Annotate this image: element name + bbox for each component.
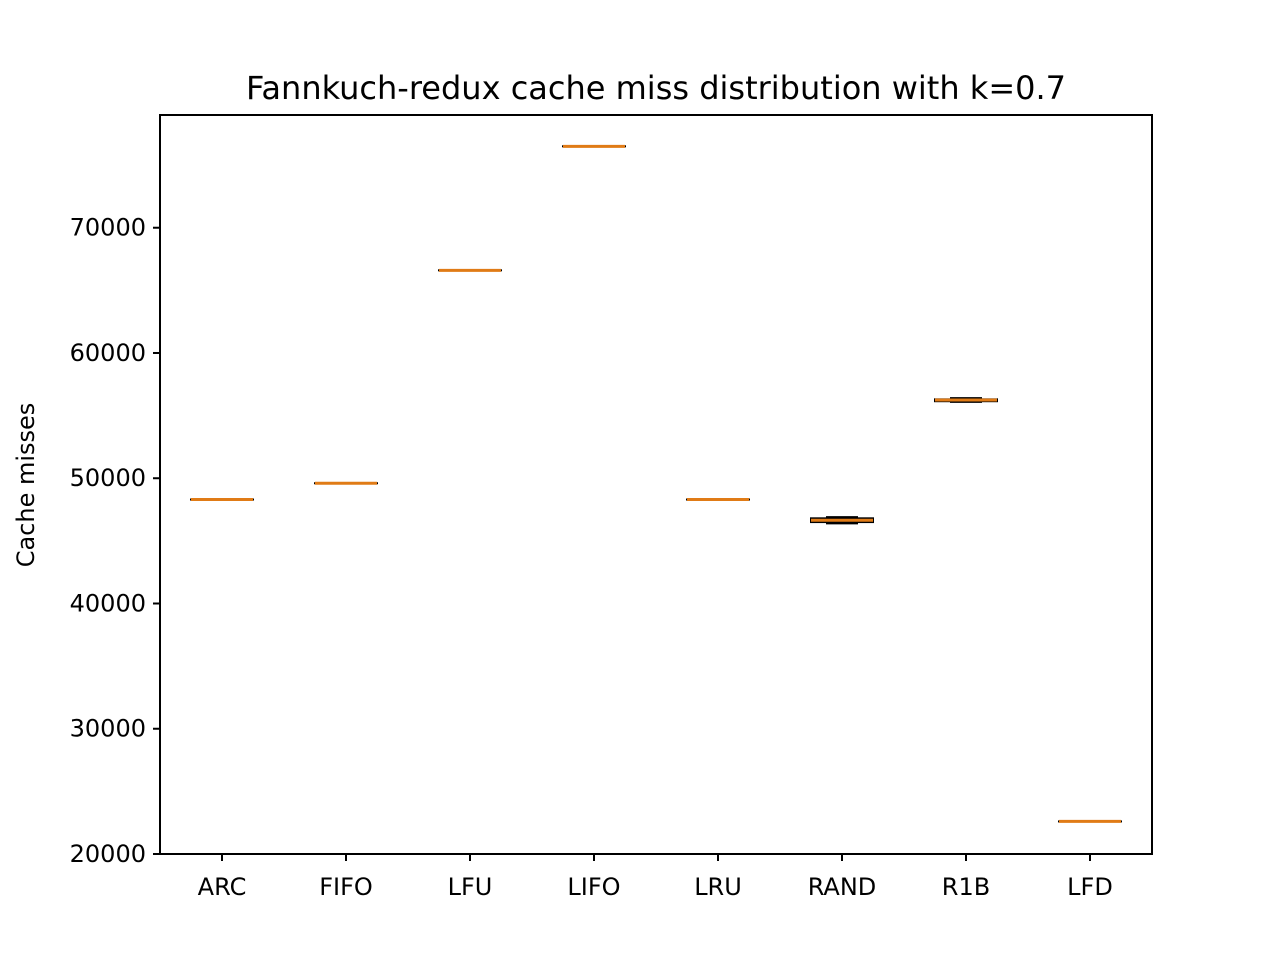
x-tick-label: LRU bbox=[694, 873, 742, 901]
axes-frame bbox=[159, 114, 1153, 855]
y-tick-label: 20000 bbox=[70, 840, 146, 868]
plot-area bbox=[190, 144, 1122, 823]
y-axis-label: Cache misses bbox=[12, 403, 40, 568]
y-tick-label: 60000 bbox=[70, 339, 146, 367]
y-tick-label: 30000 bbox=[70, 715, 146, 743]
x-tick-label: RAND bbox=[808, 873, 877, 901]
y-tick-label: 50000 bbox=[70, 464, 146, 492]
box-r1b bbox=[934, 397, 998, 403]
y-tick-label: 40000 bbox=[70, 589, 146, 617]
x-tick-label: R1B bbox=[942, 873, 990, 901]
x-tick-label: FIFO bbox=[319, 873, 373, 901]
x-tick-label: ARC bbox=[198, 873, 247, 901]
chart-title: Fannkuch-redux cache miss distribution w… bbox=[246, 69, 1066, 107]
x-tick-label: LIFO bbox=[567, 873, 620, 901]
x-tick-label: LFU bbox=[448, 873, 493, 901]
x-tick-label: LFD bbox=[1067, 873, 1113, 901]
x-axis: ARC FIFO LFU LIFO LRU RAND R1B LFD bbox=[198, 854, 1113, 901]
y-tick-label: 70000 bbox=[70, 214, 146, 242]
y-axis: 20000 30000 40000 50000 60000 70000 bbox=[70, 214, 160, 868]
box-rand bbox=[810, 516, 874, 525]
